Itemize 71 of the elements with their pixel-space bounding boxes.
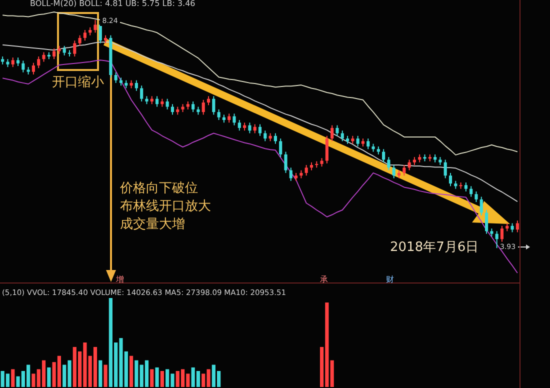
candlestick xyxy=(470,186,473,198)
candlestick xyxy=(32,62,36,75)
candlestick xyxy=(42,52,46,62)
candlestick xyxy=(94,19,97,34)
text: 财 xyxy=(386,275,394,284)
text: 增 xyxy=(116,275,124,284)
candlestick xyxy=(238,120,241,132)
annotation: 开口缩小 xyxy=(52,75,104,90)
candlestick xyxy=(480,196,483,216)
candlestick xyxy=(248,122,252,134)
bar xyxy=(129,356,134,387)
candlestick xyxy=(484,210,488,234)
candlestick xyxy=(382,148,386,163)
candlestick xyxy=(83,30,86,42)
candlestick xyxy=(232,113,236,126)
annotation: 布林线开口放大 xyxy=(120,199,211,214)
candlestick xyxy=(279,138,282,158)
candlestick xyxy=(474,190,478,203)
candlestick xyxy=(202,99,205,116)
bar xyxy=(150,369,154,387)
candlestick xyxy=(284,151,288,174)
candlestick xyxy=(500,225,504,242)
candlestick xyxy=(217,108,220,120)
bar xyxy=(330,360,334,387)
candlestick xyxy=(325,135,328,164)
bar xyxy=(98,360,102,387)
text: BOLL-M(20) BOLL: 4.81 UB: 5.75 LB: 3.46 xyxy=(30,0,196,8)
candlestick xyxy=(330,124,334,142)
candlestick xyxy=(264,130,267,142)
candlestick xyxy=(62,45,66,56)
candlestick xyxy=(336,124,339,136)
candlestick xyxy=(340,130,344,142)
annotation: 成交量大增 xyxy=(120,217,185,232)
bar xyxy=(104,364,108,387)
text: 承 xyxy=(320,275,328,284)
candlestick xyxy=(22,60,25,73)
bar xyxy=(155,367,159,387)
candlestick xyxy=(114,72,118,84)
candlestick xyxy=(52,48,56,60)
candlestick xyxy=(140,85,144,102)
candlestick xyxy=(155,96,159,108)
annotation: 价格向下破位 xyxy=(120,181,198,196)
bar xyxy=(134,360,138,387)
bar xyxy=(47,367,51,387)
candlestick xyxy=(170,104,174,116)
candlestick xyxy=(98,22,102,44)
candlestick xyxy=(212,96,216,116)
candlestick xyxy=(11,57,14,68)
candlestick xyxy=(258,124,262,136)
candlestick xyxy=(366,138,370,150)
candlestick xyxy=(392,164,396,179)
candlestick xyxy=(274,132,277,144)
bar xyxy=(11,369,15,387)
candlestick xyxy=(516,220,519,233)
candlestick xyxy=(289,167,292,182)
candlestick xyxy=(387,156,390,171)
candlestick xyxy=(134,80,138,92)
candlestick xyxy=(408,159,411,171)
candlestick xyxy=(192,100,195,113)
candlestick xyxy=(444,159,447,179)
annotation: 2018年7月6日 xyxy=(390,240,479,255)
candlestick xyxy=(73,40,76,57)
candlestick xyxy=(495,230,498,249)
candlestick xyxy=(356,135,360,147)
candlestick xyxy=(78,34,82,46)
candlestick xyxy=(304,164,308,176)
candlestick xyxy=(37,56,40,69)
bar xyxy=(160,370,164,387)
candlestick xyxy=(402,164,406,176)
candlestick xyxy=(448,172,452,187)
candlestick xyxy=(166,98,169,110)
